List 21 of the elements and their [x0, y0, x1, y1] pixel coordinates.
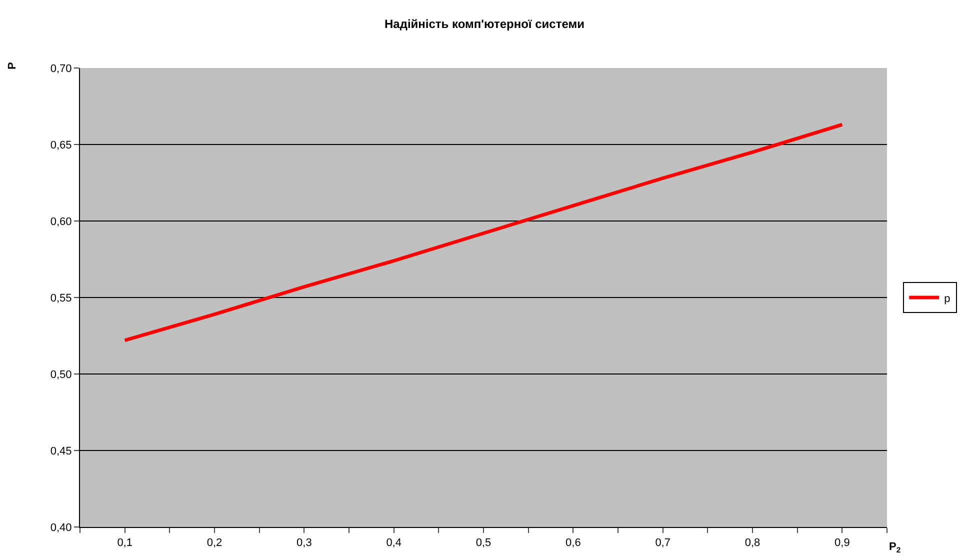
y-tick-label: 0,55 — [50, 292, 72, 304]
legend-label: p — [944, 292, 950, 305]
y-axis-title: P — [6, 62, 18, 70]
line-series — [123, 122, 844, 342]
y-tick-label: 0,60 — [50, 216, 72, 228]
y-tick-label: 0,50 — [50, 368, 72, 381]
x-tick-label: 0,5 — [476, 537, 492, 550]
x-axis-title: P$_{2}$ — [889, 541, 901, 554]
y-tick-label: 0,40 — [50, 522, 72, 534]
y-tick-label: 0,70 — [50, 62, 72, 75]
x-tick-label: 0,8 — [744, 537, 760, 550]
x-tick-label: 0,3 — [296, 537, 312, 550]
x-tick-label: 0,9 — [834, 537, 850, 550]
x-tick-label: 0,2 — [206, 537, 222, 550]
x-tick-label: 0,6 — [566, 537, 581, 550]
x-tick-label: 0,4 — [386, 537, 402, 550]
y-tick-label: 0,65 — [50, 139, 72, 152]
y-tick-label: 0,45 — [50, 445, 72, 458]
x-tick-label: 0,1 — [117, 537, 132, 550]
x-tick-label: 0,7 — [655, 537, 670, 550]
chart-title: Надійність комп'ютерної системи — [384, 17, 584, 31]
